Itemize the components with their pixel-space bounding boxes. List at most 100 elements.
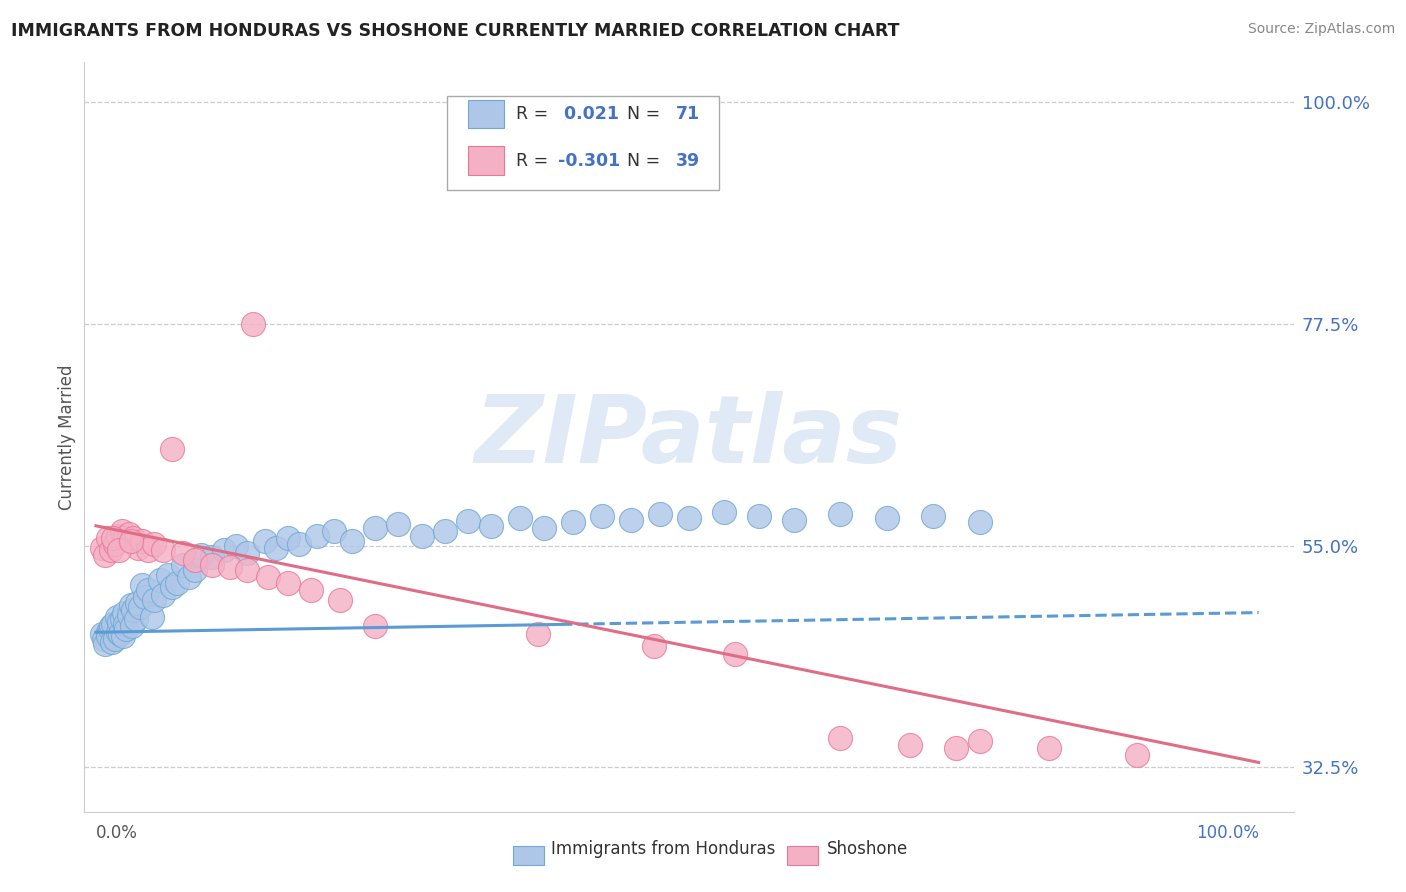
Point (124, 612, 146, 626)
Point (120, 598, 142, 612)
Point (257, 570, 280, 584)
Point (387, 516, 409, 531)
Point (340, 533, 363, 548)
Point (97, 625, 120, 640)
Text: IMMIGRANTS FROM HONDURAS VS SHOSHONE CURRENTLY MARRIED CORRELATION CHART: IMMIGRANTS FROM HONDURAS VS SHOSHONE CUR… (11, 22, 900, 40)
Point (305, 529, 328, 543)
Point (277, 576, 299, 591)
Point (90, 627, 112, 641)
Point (134, 590, 156, 604)
Point (112, 606, 135, 620)
Point (433, 524, 456, 538)
Text: 0.0%: 0.0% (96, 823, 138, 841)
FancyBboxPatch shape (447, 96, 720, 190)
Point (969, 733, 991, 747)
Text: 100.0%: 100.0% (1195, 823, 1258, 841)
Point (143, 592, 166, 607)
Point (648, 507, 671, 521)
Text: R =: R = (516, 152, 554, 169)
Y-axis label: Currently Married: Currently Married (58, 364, 76, 510)
Point (323, 524, 346, 538)
Text: 71: 71 (676, 105, 700, 123)
Point (724, 647, 747, 661)
Point (103, 531, 125, 545)
Point (591, 508, 613, 523)
Point (100, 543, 122, 558)
Text: Source: ZipAtlas.com: Source: ZipAtlas.com (1247, 22, 1395, 37)
Point (152, 543, 174, 558)
Text: -0.301: -0.301 (558, 152, 620, 169)
Point (157, 568, 180, 582)
Point (131, 578, 153, 592)
Point (121, 619, 143, 633)
Point (103, 617, 125, 632)
FancyBboxPatch shape (468, 146, 503, 175)
Point (152, 588, 174, 602)
Point (1125, 747, 1147, 762)
Point (97, 531, 120, 545)
Text: Shoshone: Shoshone (827, 840, 908, 858)
Point (184, 563, 207, 577)
Point (225, 539, 247, 553)
Point (110, 627, 132, 641)
Point (218, 560, 240, 574)
Point (160, 580, 183, 594)
Point (969, 515, 991, 529)
Point (876, 511, 898, 525)
Point (242, 317, 264, 331)
Point (160, 442, 183, 456)
Point (127, 541, 149, 555)
Point (277, 531, 299, 545)
Point (299, 582, 322, 597)
Point (117, 526, 139, 541)
Point (329, 592, 352, 607)
Point (922, 508, 945, 523)
Point (713, 505, 735, 519)
Point (201, 550, 224, 565)
Point (236, 546, 259, 560)
Point (104, 632, 127, 647)
Point (136, 582, 159, 597)
Point (177, 570, 200, 584)
Point (533, 521, 555, 535)
Point (212, 543, 235, 558)
FancyBboxPatch shape (468, 100, 503, 128)
Point (561, 515, 583, 529)
Point (509, 511, 531, 525)
Point (945, 740, 967, 755)
Point (141, 609, 163, 624)
Point (122, 531, 145, 545)
Point (98, 623, 121, 637)
Point (527, 627, 550, 641)
Point (830, 731, 852, 745)
Point (172, 558, 194, 573)
Point (143, 536, 166, 550)
Point (457, 514, 479, 528)
Point (149, 573, 172, 587)
Point (110, 524, 132, 538)
Point (105, 609, 128, 624)
Point (108, 615, 131, 630)
Point (201, 558, 224, 573)
Point (93, 632, 115, 647)
Text: ZIPatlas: ZIPatlas (475, 391, 903, 483)
Point (288, 536, 311, 550)
Point (129, 599, 152, 614)
Point (117, 607, 139, 622)
Point (94, 637, 117, 651)
Point (190, 549, 212, 563)
Text: Immigrants from Honduras: Immigrants from Honduras (551, 840, 776, 858)
Point (1038, 740, 1060, 755)
Point (364, 521, 387, 535)
Text: 0.021: 0.021 (558, 105, 620, 123)
Point (479, 518, 502, 533)
Point (136, 543, 159, 558)
Point (111, 629, 134, 643)
Point (184, 553, 207, 567)
Point (94, 549, 117, 563)
Point (114, 531, 136, 545)
Point (101, 635, 124, 649)
Point (122, 602, 145, 616)
Point (898, 738, 921, 752)
Point (172, 546, 194, 560)
